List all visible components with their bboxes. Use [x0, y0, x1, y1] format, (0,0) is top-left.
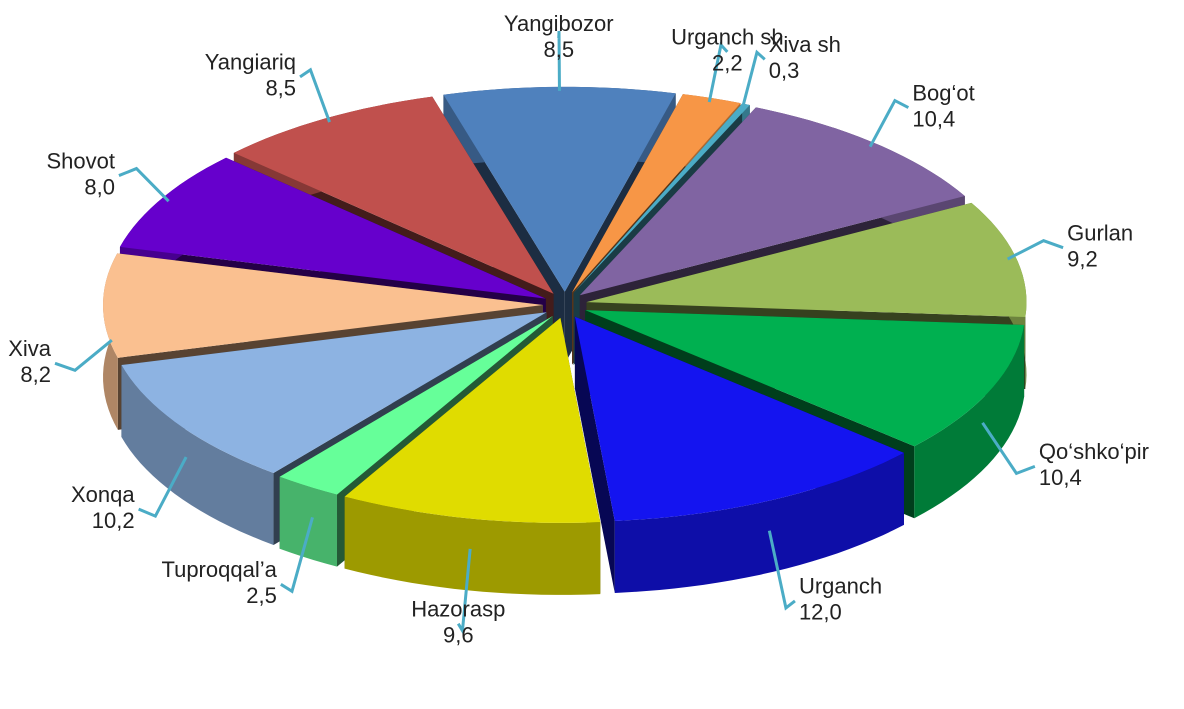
slice-wall [121, 365, 274, 545]
slice-wall [914, 325, 1025, 519]
leader-line [456, 548, 472, 636]
slice-value-label: 8,2 [20, 362, 51, 387]
slice-top [574, 316, 904, 521]
slice-top [119, 157, 546, 299]
leader-line [741, 49, 766, 109]
slice-top [572, 94, 741, 293]
slice-label: Xonqa [71, 482, 135, 507]
leader-line [707, 41, 729, 103]
slice-top [443, 86, 676, 292]
leader-line [868, 98, 910, 148]
slice-value-label: 8,5 [265, 76, 296, 101]
slice-wall [614, 452, 904, 593]
slice-value-label: 9,2 [1067, 246, 1098, 271]
slice-top [579, 107, 965, 296]
slice-label: Urganch sh [671, 25, 784, 50]
slice-top [279, 315, 553, 495]
slice-label: Qo‘shko‘pir [1039, 439, 1149, 464]
slice-value-label: 0,3 [769, 58, 800, 83]
slice-value-label: 2,5 [246, 583, 277, 608]
slice-label: Shovot [46, 148, 115, 173]
slice-label: Bog‘ot [912, 80, 974, 105]
slice-top [233, 96, 554, 294]
slice-value-label: 10,4 [912, 106, 955, 131]
leader-line [138, 456, 188, 519]
leader-line [118, 166, 170, 203]
slice-value-label: 8,5 [543, 37, 574, 62]
slice-value-label: 9,6 [443, 623, 474, 648]
leader-line [280, 516, 314, 594]
slice-top [344, 317, 601, 523]
slice-side [279, 315, 553, 549]
slice-side [574, 316, 615, 593]
leader-line [557, 30, 561, 91]
slice-top [586, 202, 1027, 318]
slice [574, 316, 904, 593]
leader-line [54, 338, 113, 373]
slice-value-label: 8,0 [84, 174, 115, 199]
slice-wall [279, 476, 338, 567]
leader-line [767, 530, 796, 611]
slice-label: Gurlan [1067, 220, 1133, 245]
slice-value-label: 10,2 [92, 508, 135, 533]
slice-label: Hazorasp [411, 597, 505, 622]
slice-label: Tuproqqal’a [161, 557, 277, 582]
slice-top [585, 310, 1025, 447]
slice [344, 317, 601, 595]
slice-label: Yangiariq [205, 50, 296, 75]
slice-label: Xiva sh [769, 32, 841, 57]
slice-label: Xiva [8, 336, 52, 361]
slice-value-label: 12,0 [799, 600, 842, 625]
slice-value-label: 10,4 [1039, 465, 1082, 490]
slice-top [573, 103, 750, 293]
leader-line [299, 67, 331, 123]
slice-top [103, 253, 544, 358]
slice-top [121, 312, 547, 473]
slice-value-label: 2,2 [712, 51, 743, 76]
slice-wall [344, 496, 601, 595]
slice-label: Urganch [799, 574, 882, 599]
slice-label: Yangibozor [504, 11, 614, 36]
leader-line [1006, 239, 1064, 261]
leader-line [981, 421, 1036, 476]
